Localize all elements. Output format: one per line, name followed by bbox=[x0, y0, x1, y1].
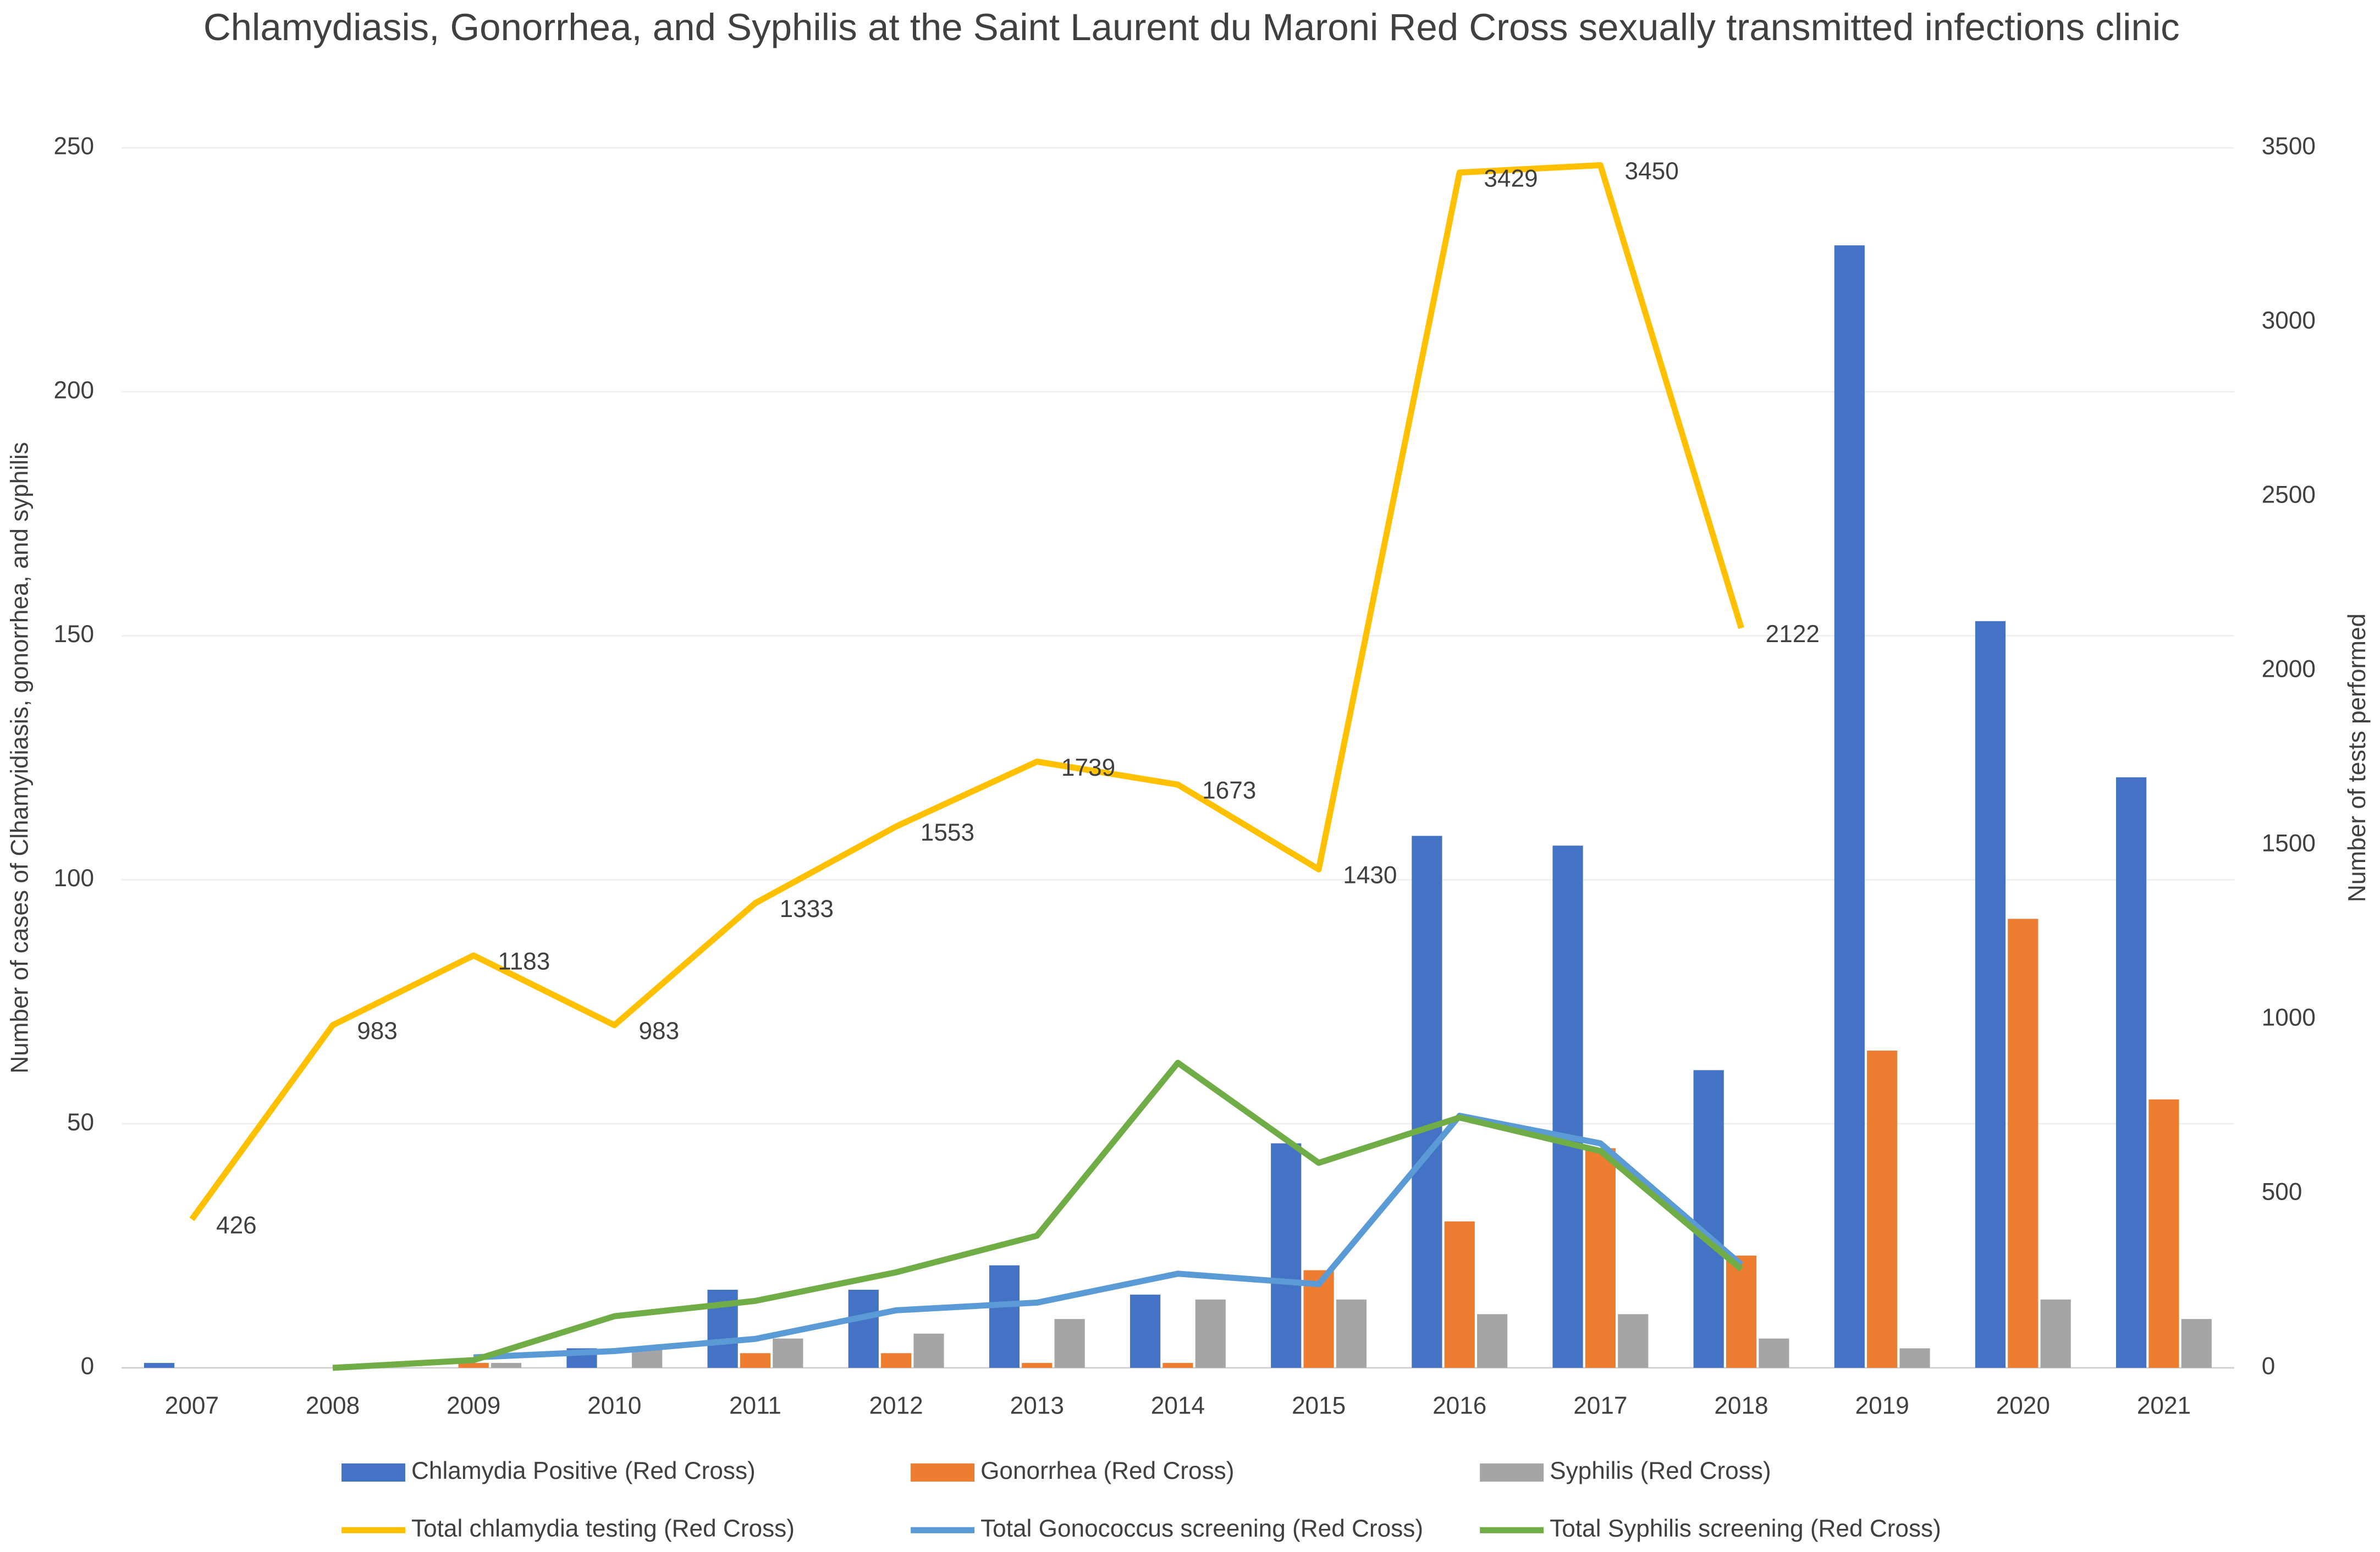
data-label: 3450 bbox=[1625, 158, 1679, 185]
bar bbox=[913, 1333, 944, 1368]
bar bbox=[1618, 1314, 1649, 1368]
x-tick-label: 2011 bbox=[729, 1392, 781, 1419]
x-tick-label: 2021 bbox=[2137, 1392, 2191, 1419]
y2-tick-label: 1500 bbox=[2262, 830, 2316, 857]
bar bbox=[1899, 1348, 1930, 1368]
bar bbox=[2008, 919, 2039, 1368]
legend-label: Chlamydia Positive (Red Cross) bbox=[411, 1457, 756, 1484]
bar bbox=[491, 1363, 522, 1368]
bar bbox=[2148, 1099, 2179, 1368]
bar bbox=[1693, 1070, 1724, 1368]
legend-label: Total chlamydia testing (Red Cross) bbox=[411, 1515, 795, 1542]
bar bbox=[740, 1353, 771, 1368]
data-label: 983 bbox=[357, 1018, 398, 1045]
x-tick-label: 2014 bbox=[1151, 1392, 1205, 1419]
bar bbox=[1759, 1338, 1789, 1368]
bar bbox=[881, 1353, 912, 1368]
data-label: 2122 bbox=[1766, 621, 1820, 648]
y2-tick-label: 2500 bbox=[2262, 482, 2316, 509]
bar bbox=[1585, 1148, 1616, 1368]
line bbox=[189, 162, 1744, 1222]
y-tick-label: 100 bbox=[53, 865, 94, 892]
bar bbox=[2040, 1299, 2071, 1368]
data-label: 983 bbox=[638, 1018, 679, 1045]
bar bbox=[1477, 1314, 1508, 1368]
bar bbox=[2181, 1319, 2212, 1368]
x-tick-label: 2015 bbox=[1292, 1392, 1346, 1419]
bar bbox=[1054, 1319, 1085, 1368]
data-label: 1430 bbox=[1343, 862, 1397, 889]
bar bbox=[458, 1363, 489, 1368]
y-tick-label: 150 bbox=[53, 621, 94, 648]
data-label: 3429 bbox=[1484, 165, 1538, 192]
line bbox=[332, 1059, 1744, 1371]
bar bbox=[1163, 1363, 1193, 1368]
legend-swatch bbox=[1480, 1463, 1544, 1482]
y-tick-label: 50 bbox=[67, 1109, 94, 1136]
y2-tick-label: 3500 bbox=[2262, 132, 2316, 159]
x-tick-label: 2018 bbox=[1714, 1392, 1768, 1419]
bar bbox=[1975, 621, 2006, 1368]
bar bbox=[848, 1289, 879, 1368]
x-tick-label: 2009 bbox=[447, 1392, 500, 1419]
bar bbox=[1130, 1294, 1161, 1368]
bar bbox=[1444, 1221, 1475, 1368]
legend-swatch bbox=[911, 1463, 975, 1482]
x-tick-label: 2012 bbox=[869, 1392, 923, 1419]
title-box: Chlamydiasis, Gonorrhea, and Syphilis at… bbox=[203, 7, 2180, 49]
y2-tick-label: 2000 bbox=[2262, 656, 2316, 683]
legend-label: Total Syphilis screening (Red Cross) bbox=[1550, 1515, 1941, 1542]
y2-tick-label: 1000 bbox=[2262, 1004, 2316, 1031]
bar bbox=[1022, 1363, 1053, 1368]
bar bbox=[1834, 245, 1865, 1368]
data-label: 1673 bbox=[1202, 777, 1256, 804]
bar bbox=[989, 1265, 1020, 1368]
y2-tick-label: 3000 bbox=[2262, 307, 2316, 334]
y-tick-label: 250 bbox=[53, 132, 94, 159]
y-axis-label: Number of cases of Clhamyidiasis, gonorr… bbox=[6, 442, 33, 1074]
legend-label: Total Gonococcus screening (Red Cross) bbox=[980, 1515, 1423, 1542]
y2-tick-label: 0 bbox=[2262, 1353, 2276, 1380]
legend-label: Syphilis (Red Cross) bbox=[1550, 1457, 1771, 1484]
bar bbox=[1336, 1299, 1367, 1368]
legend-swatch bbox=[341, 1463, 405, 1482]
data-label: 1183 bbox=[498, 948, 550, 975]
chart-title: Chlamydiasis, Gonorrhea, and Syphilis at… bbox=[203, 7, 2180, 49]
bar bbox=[773, 1338, 803, 1368]
y2-axis-label: Number of tests performed bbox=[2344, 614, 2371, 902]
bar bbox=[1552, 846, 1583, 1368]
data-label: 426 bbox=[216, 1212, 257, 1239]
data-label: 1553 bbox=[921, 819, 974, 846]
bar bbox=[2116, 777, 2147, 1368]
bar bbox=[1195, 1299, 1226, 1368]
bar bbox=[1726, 1255, 1757, 1368]
x-tick-label: 2019 bbox=[1855, 1392, 1909, 1419]
x-tick-label: 2013 bbox=[1010, 1392, 1064, 1419]
x-tick-label: 2020 bbox=[1996, 1392, 2050, 1419]
legend-label: Gonorrhea (Red Cross) bbox=[980, 1457, 1234, 1484]
y2-tick-label: 500 bbox=[2262, 1179, 2302, 1206]
bar bbox=[1412, 836, 1442, 1368]
bar bbox=[144, 1363, 175, 1368]
y-tick-label: 0 bbox=[81, 1353, 95, 1380]
data-label: 1739 bbox=[1061, 754, 1115, 781]
x-tick-label: 2017 bbox=[1573, 1392, 1627, 1419]
x-tick-label: 2016 bbox=[1433, 1392, 1486, 1419]
bar bbox=[1867, 1050, 1898, 1368]
y-tick-label: 200 bbox=[53, 377, 94, 404]
x-tick-label: 2010 bbox=[587, 1392, 641, 1419]
x-tick-label: 2008 bbox=[306, 1392, 360, 1419]
x-tick-label: 2007 bbox=[165, 1392, 219, 1419]
line bbox=[473, 1113, 1744, 1361]
data-label: 1333 bbox=[780, 896, 834, 923]
bar bbox=[1271, 1143, 1302, 1368]
